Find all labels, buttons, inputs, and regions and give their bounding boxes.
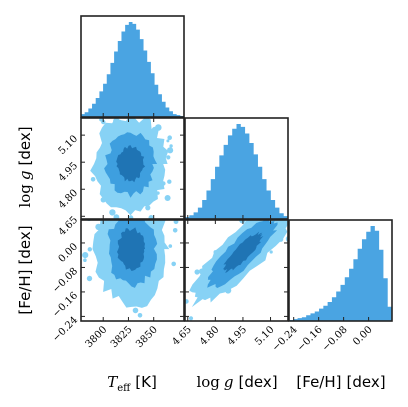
y-tick-label-feh: −0.24 xyxy=(51,315,80,344)
outlier-point xyxy=(86,275,93,282)
outlier-point xyxy=(166,155,171,160)
outlier-point xyxy=(95,223,102,231)
outlier-point xyxy=(100,197,107,203)
outlier-point xyxy=(239,220,246,224)
panel-frame-2-2 xyxy=(288,219,393,322)
y-label-feh: [Fe/H][dex] xyxy=(16,225,34,314)
outlier-point xyxy=(88,209,94,215)
y-tick-label-logg: 4.95 xyxy=(57,161,81,185)
outlier-point xyxy=(283,195,286,198)
histogram-teff xyxy=(81,22,184,117)
outlier-point xyxy=(137,313,143,318)
x-tick-label-feh: −0.08 xyxy=(320,324,349,353)
outlier-point xyxy=(128,215,134,219)
outlier-point xyxy=(156,191,160,195)
outlier-point xyxy=(292,211,296,215)
outlier-point xyxy=(292,203,297,208)
outlier-point xyxy=(291,221,298,228)
outlier-point xyxy=(168,244,173,248)
x-tick-label-teff: 3825 xyxy=(109,324,135,350)
y-tick-label-logg: 5.10 xyxy=(57,133,81,157)
outlier-point xyxy=(173,220,179,225)
y-tick-label-feh: −0.08 xyxy=(51,266,80,295)
y-label-logg: logg[dex] xyxy=(16,126,34,207)
outlier-point xyxy=(83,258,87,263)
contour-logg-feh xyxy=(185,185,301,321)
outlier-point xyxy=(113,118,120,125)
x-tick-label-logg: 4.95 xyxy=(226,324,250,348)
outlier-point xyxy=(276,193,279,196)
y-tick-label-feh: 0.00 xyxy=(57,241,81,265)
outlier-point xyxy=(296,190,299,193)
y-tick-label-feh: −0.16 xyxy=(51,290,80,319)
outlier-point xyxy=(194,269,200,275)
panel-frame-2-0 xyxy=(80,219,185,322)
labels-layer: Teff [K] log g [dex] [Fe/H] [dex] logg[dex] … xyxy=(16,126,386,394)
outlier-point xyxy=(278,199,284,205)
x-tick-label-logg: 4.65 xyxy=(170,324,194,348)
outlier-point xyxy=(278,236,284,242)
panel-frame-1-0 xyxy=(80,117,185,220)
outlier-point xyxy=(297,185,300,188)
outlier-point xyxy=(132,307,139,314)
outlier-point xyxy=(82,252,89,259)
outlier-point xyxy=(148,215,154,219)
outlier-point xyxy=(198,268,205,275)
x-label-teff: Teff [K] xyxy=(107,373,157,394)
outlier-point xyxy=(185,299,189,304)
histogram-logg xyxy=(185,124,288,219)
contour-teff-logg xyxy=(90,118,174,219)
contour-teff-feh xyxy=(82,209,179,318)
outlier-point xyxy=(167,147,174,154)
x-label-logg: log g [dex] xyxy=(196,373,277,391)
x-label-feh: [Fe/H] [dex] xyxy=(296,373,385,391)
x-tick-label-logg: 4.80 xyxy=(198,324,222,348)
histogram-feh xyxy=(289,226,392,321)
outlier-point xyxy=(145,205,151,211)
outlier-point xyxy=(169,144,173,148)
outlier-point xyxy=(104,123,112,131)
contour-level-inner xyxy=(116,145,146,183)
x-tick-label-teff: 3850 xyxy=(134,324,160,350)
x-tick-label-feh: −0.16 xyxy=(295,324,324,353)
outlier-point xyxy=(90,177,96,182)
panel-frame-2-1 xyxy=(184,219,289,322)
outlier-point xyxy=(166,139,170,143)
outlier-point xyxy=(164,195,171,201)
outlier-point xyxy=(109,209,116,216)
y-tick-label-logg: 4.80 xyxy=(57,188,81,212)
outlier-point xyxy=(172,228,178,233)
x-tick-label-feh: 0.00 xyxy=(351,324,375,348)
outlier-point xyxy=(295,209,301,215)
outlier-point xyxy=(101,119,106,125)
outlier-point xyxy=(87,247,93,252)
outlier-point xyxy=(155,124,162,131)
y-tick-label-logg: 4.65 xyxy=(57,215,81,239)
outlier-point xyxy=(269,250,273,254)
outlier-point xyxy=(188,316,194,321)
outlier-point xyxy=(167,135,172,140)
panel-frame-0-0 xyxy=(80,15,185,118)
outlier-point xyxy=(167,179,172,184)
outlier-point xyxy=(113,214,120,219)
outlier-point xyxy=(213,250,218,255)
contour-level-inner xyxy=(117,227,146,271)
outlier-point xyxy=(161,181,166,186)
outlier-point xyxy=(224,287,232,294)
outlier-point xyxy=(291,206,297,212)
outlier-point xyxy=(171,261,176,267)
contour-level-inner xyxy=(223,231,264,273)
x-tick-label-feh: −0.24 xyxy=(270,324,299,353)
x-tick-label-teff: 3800 xyxy=(84,324,110,350)
panels-layer xyxy=(80,15,393,322)
panel-frame-1-1 xyxy=(184,117,289,220)
outlier-point xyxy=(290,199,295,204)
